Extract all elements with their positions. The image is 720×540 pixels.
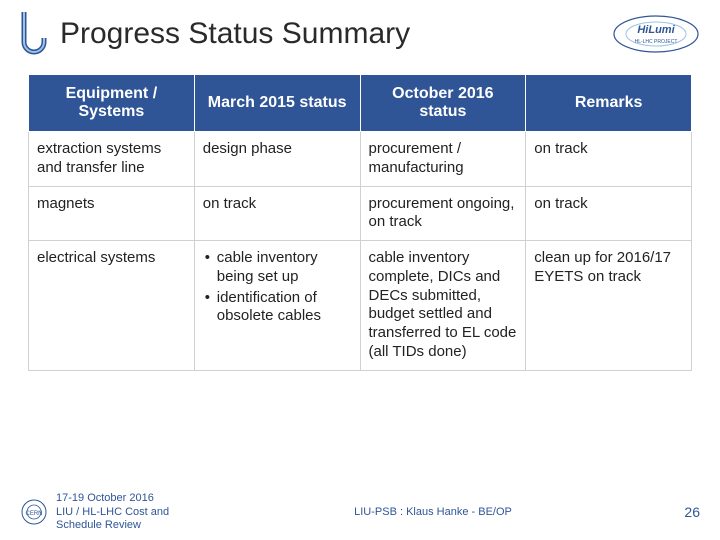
hilumi-logo: HiLumi HL-LHC PROJECT <box>612 14 700 54</box>
cell-october: procurement ongoing, on track <box>360 186 526 241</box>
col-header: March 2015 status <box>194 75 360 132</box>
cell-march: design phase <box>194 132 360 187</box>
table-header-row: Equipment / Systems March 2015 status Oc… <box>29 75 692 132</box>
bullet-list: cable inventory being set up identificat… <box>203 249 352 326</box>
cell-equipment: electrical systems <box>29 241 195 371</box>
slide-footer: CERN 17-19 October 2016 LIU / HL-LHC Cos… <box>0 492 720 532</box>
cell-october: procurement / manufacturing <box>360 132 526 187</box>
cell-remarks: on track <box>526 132 692 187</box>
slide-header: Progress Status Summary HiLumi HL-LHC PR… <box>0 0 720 64</box>
table-row: electrical systems cable inventory being… <box>29 241 692 371</box>
list-item: identification of obsolete cables <box>203 289 352 327</box>
cell-march: on track <box>194 186 360 241</box>
cell-remarks: on track <box>526 186 692 241</box>
col-header: October 2016 status <box>360 75 526 132</box>
footer-event: LIU / HL-LHC Cost and Schedule Review <box>56 506 206 532</box>
cell-equipment: extraction systems and transfer line <box>29 132 195 187</box>
page-title: Progress Status Summary <box>60 17 612 51</box>
logo-text-bottom: HL-LHC PROJECT <box>635 39 678 45</box>
cell-remarks: clean up for 2016/17 EYETS on track <box>526 241 692 371</box>
table-row: magnets on track procurement ongoing, on… <box>29 186 692 241</box>
cell-october: cable inventory complete, DICs and DECs … <box>360 241 526 371</box>
title-decoration-icon <box>20 12 48 56</box>
footer-left: 17-19 October 2016 LIU / HL-LHC Cost and… <box>56 492 206 532</box>
cell-march: cable inventory being set up identificat… <box>194 241 360 371</box>
page-number: 26 <box>660 504 700 520</box>
status-table: Equipment / Systems March 2015 status Oc… <box>28 74 692 371</box>
cern-logo-icon: CERN <box>20 498 48 526</box>
content-area: Equipment / Systems March 2015 status Oc… <box>0 64 720 371</box>
logo-text-top: HiLumi <box>637 24 675 36</box>
col-header: Equipment / Systems <box>29 75 195 132</box>
table-row: extraction systems and transfer line des… <box>29 132 692 187</box>
list-item: cable inventory being set up <box>203 249 352 287</box>
footer-center: LIU-PSB : Klaus Hanke - BE/OP <box>206 506 660 518</box>
footer-date: 17-19 October 2016 <box>56 492 206 505</box>
col-header: Remarks <box>526 75 692 132</box>
svg-text:CERN: CERN <box>25 511 42 517</box>
cell-equipment: magnets <box>29 186 195 241</box>
